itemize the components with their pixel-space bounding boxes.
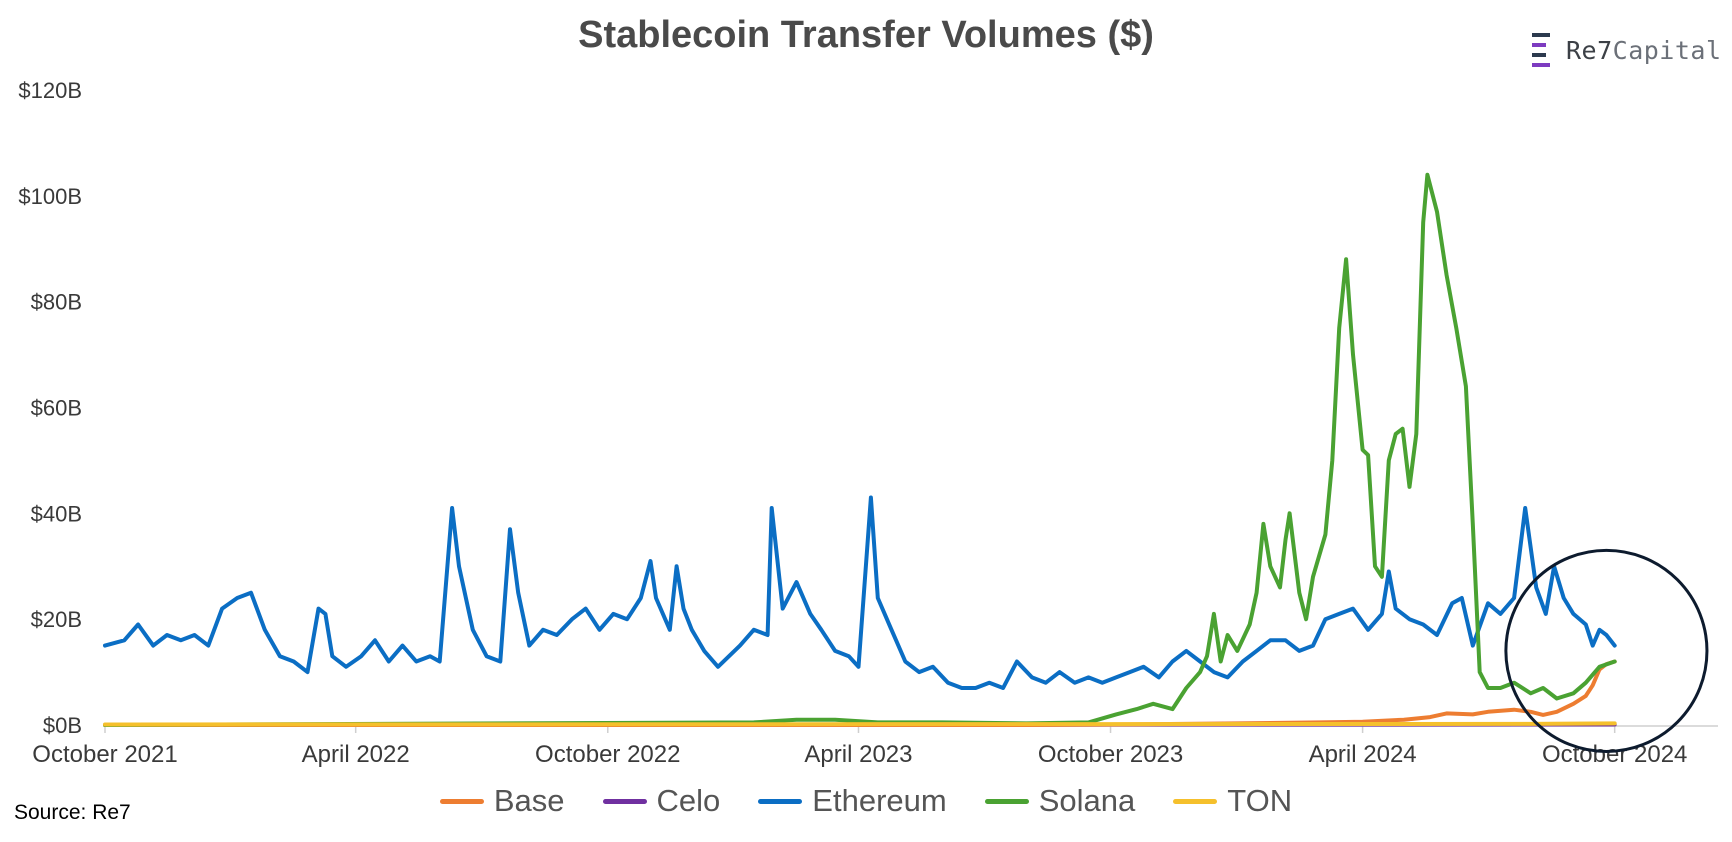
series-line-solana [103, 172, 1617, 727]
y-tick-label: $0B [43, 713, 82, 738]
legend-swatch [984, 798, 1029, 804]
y-tick-label: $40B [31, 501, 82, 526]
brand-name: Re7Capital [1566, 36, 1722, 65]
series-layer [103, 172, 1617, 727]
legend-swatch [439, 798, 484, 804]
annotation-layer [1504, 548, 1709, 753]
x-axis: October 2021 April 2022 October 2022 April … [32, 725, 1718, 768]
x-tick-label: April 2023 [804, 741, 912, 768]
series-line-base [103, 659, 1617, 727]
legend-item-base: Base [439, 783, 565, 819]
x-tick-label: April 2022 [302, 741, 410, 768]
source-note: Source: Re7 [14, 801, 131, 824]
legend-label: Base [493, 783, 565, 818]
brand-name-main: Re7 [1566, 35, 1613, 65]
y-axis: $0B $20B $40B $60B $80B $100B $120B [18, 78, 82, 738]
legend-item-solana: Solana [984, 783, 1136, 819]
y-tick-label: $60B [31, 396, 82, 421]
x-tick-label: April 2024 [1309, 741, 1417, 768]
re7-logo-icon [1532, 33, 1550, 67]
legend-swatch [1173, 798, 1218, 804]
x-tick-label: October 2021 [32, 741, 177, 768]
legend-swatch [758, 798, 803, 804]
y-tick-label: $100B [18, 184, 82, 209]
y-tick-label: $20B [31, 607, 82, 632]
legend-label: Ethereum [812, 783, 947, 818]
chart-title: Stablecoin Transfer Volumes ($) [578, 14, 1154, 56]
legend-item-celo: Celo [602, 783, 721, 819]
brand-logo: Re7Capital [1532, 30, 1722, 70]
legend-label: Celo [656, 783, 721, 818]
y-tick-label: $80B [31, 290, 82, 315]
legend-label: TON [1227, 783, 1293, 818]
brand-name-secondary: Capital [1612, 35, 1722, 65]
legend-item-ethereum: Ethereum [758, 783, 947, 819]
legend: Base Celo Ethereum Solana TON [0, 783, 1732, 819]
highlight-circle [1504, 548, 1709, 753]
x-tick-label: October 2023 [1038, 741, 1183, 768]
legend-item-ton: TON [1173, 783, 1292, 819]
x-tick-label: October 2022 [535, 741, 680, 768]
series-line-ethereum [103, 495, 1617, 690]
legend-swatch [602, 798, 647, 804]
y-tick-label: $120B [18, 78, 82, 103]
legend-label: Solana [1038, 783, 1136, 818]
x-tick-label: October 2024 [1542, 741, 1687, 768]
series-line-ton [103, 721, 1617, 727]
